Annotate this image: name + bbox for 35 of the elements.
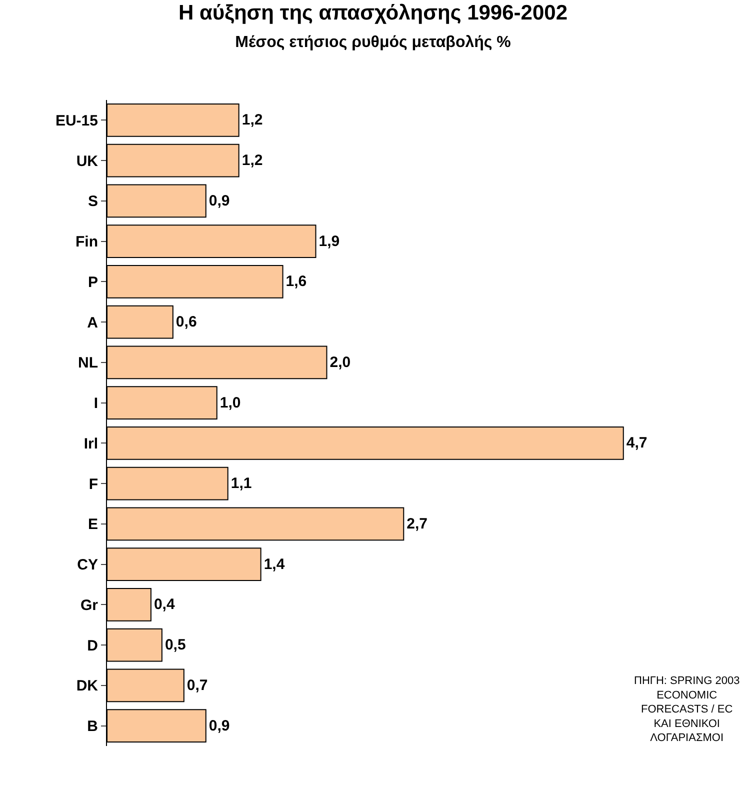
y-tick-label: Fin <box>76 234 98 251</box>
data-label: 1,9 <box>318 232 340 250</box>
data-label: 1,2 <box>242 152 263 170</box>
chart-subtitle: Μέσος ετήσιος ρυθμός μεταβολής % <box>235 34 511 51</box>
y-tick-label: I <box>94 395 98 412</box>
y-tick-label: EU-15 <box>55 112 98 130</box>
y-tick-label: D <box>87 637 98 654</box>
data-label: 4,7 <box>626 434 648 452</box>
data-label: 1,0 <box>220 394 241 412</box>
text: ΠΗΓΗ: SPRING 2003 ECONOMIC FORECASTS / EC ΚΑΙ ΕΘΝΙΚΟΙ ΛΟΓΑΡΙΑΣΜΟΙ <box>634 675 740 744</box>
data-label: 1,4 <box>264 556 286 573</box>
y-tick-label: F <box>88 476 98 493</box>
data-label: 2,7 <box>406 515 428 532</box>
data-label: 1,1 <box>230 475 252 492</box>
y-tick-label: DK <box>76 678 98 695</box>
y-tick-label: A <box>87 314 98 332</box>
y-tick-label: NL <box>78 354 98 372</box>
y-tick-label: P <box>88 274 98 291</box>
y-tick-label: E <box>88 516 98 534</box>
y-tick-label: S <box>88 193 98 210</box>
data-label: 0,9 <box>208 717 230 734</box>
data-label: 1,6 <box>286 273 307 290</box>
data-label: 0,7 <box>186 676 208 694</box>
data-label: 0,9 <box>208 192 230 210</box>
y-tick-label: Gr <box>80 596 98 614</box>
data-label: 0,6 <box>176 314 197 331</box>
data-label: 0,4 <box>154 596 176 614</box>
data-label: 2,0 <box>330 354 351 371</box>
data-label: 1,2 <box>242 112 263 129</box>
chart-title: Η αύξηση της απασχόλησης 1996-2002 <box>178 2 568 25</box>
y-tick-label: UK <box>76 152 98 170</box>
y-tick-label: Irl <box>84 435 98 452</box>
y-tick-label: B <box>87 718 98 736</box>
data-label: 0,5 <box>164 636 186 654</box>
y-tick-label: CY <box>77 556 98 574</box>
